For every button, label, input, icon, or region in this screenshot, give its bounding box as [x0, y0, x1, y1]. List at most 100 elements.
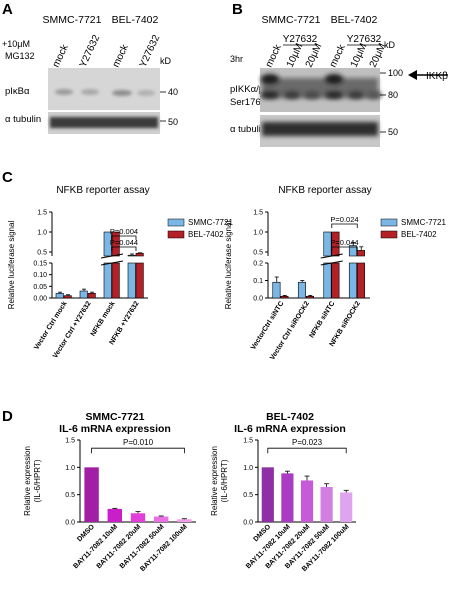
drug-label-b-1: Y27632	[283, 34, 318, 45]
band-b-6b	[366, 91, 382, 99]
cell-line-label-bel: BEL-7402	[112, 14, 159, 26]
bar	[87, 293, 96, 299]
legend-label: BEL-7402	[401, 230, 437, 239]
y-tick-label: 0.0	[253, 296, 263, 303]
y-tick-label: 0.5	[37, 250, 47, 257]
y-axis-label: Relative luciferase signal	[7, 221, 16, 310]
x-tick-label: BAY11-7082 20uM	[96, 523, 143, 570]
bar	[103, 231, 112, 257]
bar	[63, 295, 72, 299]
band-b-tub	[262, 122, 378, 136]
bar	[135, 252, 144, 257]
legend-label: SMMC-7721	[401, 218, 446, 227]
ikk-arrow-head	[408, 70, 417, 80]
bar	[272, 281, 281, 299]
y-tick-label: 0.5	[253, 250, 263, 257]
bar	[323, 262, 332, 299]
significance-bracket	[331, 246, 358, 251]
lane-label-b-3: 20μM	[304, 42, 325, 70]
y-tick-label: 0.0	[65, 520, 75, 527]
chart-d1: SMMC-7721 IL-6 mRNA expression 0.0 0.5 1.0…	[23, 411, 196, 573]
y-tick-label: 1.5	[253, 210, 263, 217]
band-b-4a	[325, 74, 343, 84]
x-tick-label: BAY11-7082 10uM	[72, 523, 119, 570]
x-tick-label: NFKB mock	[90, 300, 117, 337]
treatment-label-line2: MG132	[5, 51, 35, 61]
cell-line-label-smmc: SMMC-7721	[43, 14, 102, 26]
band-b-1b	[261, 91, 279, 99]
significance-bracket	[331, 223, 358, 228]
panel-label-b: B	[232, 1, 243, 18]
y-tick-label: 1.0	[243, 465, 253, 472]
row-label-ser: Ser176/180	[230, 97, 279, 108]
significance-bracket	[267, 447, 347, 454]
band-b-2b	[284, 91, 300, 99]
chart-c1-title: NFKB reporter assay	[56, 185, 149, 196]
drug-label-b-2: Y27632	[347, 34, 382, 45]
bar	[55, 293, 64, 299]
p-value-label: P=0.044	[330, 238, 358, 247]
chart-d2-title-line1: BEL-7402	[266, 411, 314, 423]
bar	[111, 262, 120, 299]
y-tick-label: 0.1	[253, 278, 263, 285]
legend-label: BEL-7402	[188, 230, 224, 239]
row-label-tubulin-a: α tubulin	[5, 114, 41, 125]
cell-line-label-b-bel: BEL-7402	[331, 14, 378, 26]
y-tick-label: 1.5	[243, 438, 253, 445]
bar	[320, 487, 333, 522]
band-a-tub	[50, 117, 158, 128]
ikk-arrow-label: IKKβ	[426, 71, 448, 82]
band-a-3	[112, 90, 132, 96]
chart-c1: NFKB reporter assay 0.00 0.05 0.10 0.15 0.5 1…	[7, 185, 233, 360]
band-a-4	[137, 90, 155, 96]
y-axis-label: (IL-6/HPRT)	[220, 459, 229, 502]
y-tick-label: 0.05	[33, 284, 47, 291]
y-tick-label: 0.10	[33, 272, 47, 279]
marker-label-a-40: 40	[168, 87, 178, 97]
panel-label-a: A	[2, 1, 13, 18]
bar	[130, 513, 146, 522]
bar	[300, 480, 314, 522]
y-axis-label: (IL-6/HPRT)	[33, 459, 42, 502]
row-label-tubulin-b: α tubulin	[230, 124, 266, 135]
axis-break-mark	[320, 253, 343, 259]
cell-line-label-b-smmc: SMMC-7721	[262, 14, 321, 26]
p-value-label: P=0.004	[110, 227, 138, 236]
lane-label-b-1: mock	[264, 42, 284, 69]
bar	[84, 467, 99, 522]
bar	[331, 262, 340, 299]
lane-label-a-3: mock	[111, 42, 131, 69]
lane-label-a-4: Y27632	[138, 33, 163, 69]
panel-label-c: C	[2, 169, 13, 186]
significance-bracket	[111, 235, 137, 240]
bar	[261, 467, 274, 522]
lane-label-b-4: mock	[328, 42, 348, 69]
chart-c2-title: NFKB reporter assay	[278, 185, 371, 196]
blot-a-pikba	[48, 68, 160, 110]
band-a-1	[55, 89, 73, 95]
bar	[305, 295, 314, 299]
marker-label-b-80: 80	[388, 90, 398, 100]
p-value-label: P=0.023	[292, 438, 323, 447]
legend-label: SMMC-7721	[188, 218, 233, 227]
chart-d1-title-line1: SMMC-7721	[86, 411, 145, 423]
legend-swatch	[380, 218, 398, 227]
y-tick-label: 1.0	[253, 230, 263, 237]
lane-label-a-2: Y27632	[78, 33, 103, 69]
x-tick-label: DMSO	[76, 523, 96, 543]
bar	[127, 254, 136, 257]
x-tick-label: NFKB siNTC	[308, 300, 336, 339]
axis-break-mark	[320, 260, 343, 266]
y-tick-label: 0.0	[243, 520, 253, 527]
chart-c2: NFKB reporter assay 0.0 0.1 0.2 0.5 1.0 1.5 Re…	[224, 185, 446, 361]
chart-d2-title-line2: IL-6 mRNA expression	[234, 423, 346, 435]
marker-label-b-50: 50	[388, 127, 398, 137]
bar	[280, 295, 289, 299]
bar	[323, 231, 332, 257]
chart-d1-title-line2: IL-6 mRNA expression	[59, 423, 171, 435]
bar	[340, 492, 353, 522]
band-b-3b	[304, 91, 320, 99]
p-value-label: P=0.044	[110, 238, 138, 247]
y-tick-label: 0.15	[33, 261, 47, 268]
